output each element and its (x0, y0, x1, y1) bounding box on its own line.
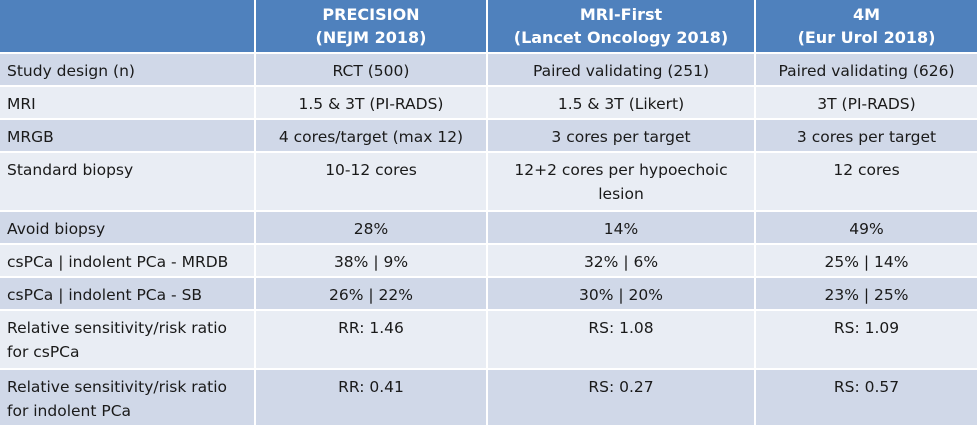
header-subtitle: (NEJM 2018) (315, 28, 427, 47)
cell-precision: RR: 0.41 (256, 370, 488, 427)
table-row: MRI 1.5 & 3T (PI-RADS) 1.5 & 3T (Likert)… (0, 87, 977, 120)
cell-text: Relative sensitivity/risk ratio (7, 319, 227, 337)
table-row: Study design (n) RCT (500) Paired valida… (0, 54, 977, 87)
cell-text: for csPCa (7, 343, 80, 361)
cell-text: csPCa | indolent PCa - MRDB (7, 253, 229, 271)
cell-text: 25% | 14% (824, 253, 909, 271)
cell-text: 1.5 & 3T (Likert) (557, 95, 685, 113)
cell-precision: RCT (500) (256, 54, 488, 87)
table-header: PRECISION (NEJM 2018) MRI-First (Lancet … (0, 0, 977, 54)
cell-text: for indolent PCa (7, 402, 132, 420)
cell-4m: 3 cores per target (756, 120, 977, 153)
row-label: csPCa | indolent PCa - SB (0, 278, 256, 311)
cell-precision: 26% | 22% (256, 278, 488, 311)
header-mri-first: MRI-First (Lancet Oncology 2018) (488, 0, 756, 54)
cell-text: RCT (500) (332, 62, 410, 80)
cell-text: 23% | 25% (824, 286, 909, 304)
cell-4m: Paired validating (626) (756, 54, 977, 87)
header-corner-cell (0, 0, 256, 54)
cell-text: csPCa | indolent PCa - SB (7, 286, 203, 304)
row-label: Standard biopsy (0, 153, 256, 212)
cell-text: MRI (7, 95, 36, 113)
table-row: Relative sensitivity/risk ratio for csPC… (0, 311, 977, 370)
comparison-table: PRECISION (NEJM 2018) MRI-First (Lancet … (0, 0, 977, 427)
header-title: 4M (852, 5, 881, 24)
cell-text: 14% (603, 220, 639, 238)
cell-text: RR: 0.41 (338, 378, 404, 396)
cell-precision: 1.5 & 3T (PI-RADS) (256, 87, 488, 120)
cell-precision: 10-12 cores (256, 153, 488, 212)
cell-text: 32% | 6% (583, 253, 659, 271)
cell-precision: 28% (256, 212, 488, 245)
cell-mri-first: 32% | 6% (488, 245, 756, 278)
cell-mri-first: RS: 0.27 (488, 370, 756, 427)
cell-text: 3 cores per target (551, 128, 691, 146)
cell-text: Relative sensitivity/risk ratio (7, 378, 227, 396)
cell-mri-first: 30% | 20% (488, 278, 756, 311)
cell-text: RS: 0.27 (588, 378, 654, 396)
cell-4m: 49% (756, 212, 977, 245)
table-row: Standard biopsy 10-12 cores 12+2 cores p… (0, 153, 977, 212)
cell-4m: 12 cores (756, 153, 977, 212)
cell-mri-first: 1.5 & 3T (Likert) (488, 87, 756, 120)
cell-text: 4 cores/target (max 12) (278, 128, 464, 146)
cell-text: RS: 1.09 (833, 319, 900, 337)
header-precision: PRECISION (NEJM 2018) (256, 0, 488, 54)
row-label: MRGB (0, 120, 256, 153)
row-label: Relative sensitivity/risk ratio for indo… (0, 370, 256, 427)
header-subtitle: (Lancet Oncology 2018) (513, 28, 729, 47)
cell-precision: RR: 1.46 (256, 311, 488, 370)
cell-text: 30% | 20% (579, 286, 663, 304)
cell-text: 1.5 & 3T (PI-RADS) (298, 95, 444, 113)
cell-text: Standard biopsy (7, 161, 134, 179)
table-row: Relative sensitivity/risk ratio for indo… (0, 370, 977, 427)
cell-text: 28% (353, 220, 389, 238)
cell-text: Avoid biopsy (7, 220, 106, 238)
cell-4m: RS: 0.57 (756, 370, 977, 427)
table-row: csPCa | indolent PCa - SB 26% | 22% 30% … (0, 278, 977, 311)
cell-text: Study design (n) (7, 62, 135, 80)
cell-text: 49% (849, 220, 884, 238)
header-row: PRECISION (NEJM 2018) MRI-First (Lancet … (0, 0, 977, 54)
cell-text: 26% | 22% (329, 286, 413, 304)
cell-mri-first: 12+2 cores per hypoechoic lesion (488, 153, 756, 212)
table-row: csPCa | indolent PCa - MRDB 38% | 9% 32%… (0, 245, 977, 278)
cell-text: 10-12 cores (325, 161, 417, 179)
row-label: MRI (0, 87, 256, 120)
row-label: Relative sensitivity/risk ratio for csPC… (0, 311, 256, 370)
cell-4m: RS: 1.09 (756, 311, 977, 370)
cell-4m: 23% | 25% (756, 278, 977, 311)
header-4m: 4M (Eur Urol 2018) (756, 0, 977, 54)
header-subtitle: (Eur Urol 2018) (797, 28, 936, 47)
row-label: csPCa | indolent PCa - MRDB (0, 245, 256, 278)
cell-text: Paired validating (251) (532, 62, 710, 80)
cell-text: 3 cores per target (796, 128, 937, 146)
row-label: Avoid biopsy (0, 212, 256, 245)
cell-text: 12 cores (833, 161, 900, 179)
cell-text: 12+2 cores per hypoechoic (514, 161, 728, 179)
table-row: MRGB 4 cores/target (max 12) 3 cores per… (0, 120, 977, 153)
header-title: MRI-First (579, 5, 663, 24)
cell-precision: 4 cores/target (max 12) (256, 120, 488, 153)
cell-mri-first: Paired validating (251) (488, 54, 756, 87)
header-title: PRECISION (322, 5, 420, 24)
cell-text: MRGB (7, 128, 54, 146)
cell-mri-first: 3 cores per target (488, 120, 756, 153)
cell-4m: 3T (PI-RADS) (756, 87, 977, 120)
cell-text: 3T (PI-RADS) (817, 95, 916, 113)
cell-text: RS: 0.57 (833, 378, 900, 396)
table-body: Study design (n) RCT (500) Paired valida… (0, 54, 977, 427)
cell-4m: 25% | 14% (756, 245, 977, 278)
row-label: Study design (n) (0, 54, 256, 87)
table-row: Avoid biopsy 28% 14% 49% (0, 212, 977, 245)
cell-text: RR: 1.46 (338, 319, 404, 337)
cell-text: Paired validating (626) (778, 62, 955, 80)
cell-mri-first: 14% (488, 212, 756, 245)
cell-text: 38% | 9% (333, 253, 409, 271)
cell-mri-first: RS: 1.08 (488, 311, 756, 370)
cell-text: RS: 1.08 (588, 319, 654, 337)
cell-text: lesion (598, 185, 644, 203)
cell-precision: 38% | 9% (256, 245, 488, 278)
